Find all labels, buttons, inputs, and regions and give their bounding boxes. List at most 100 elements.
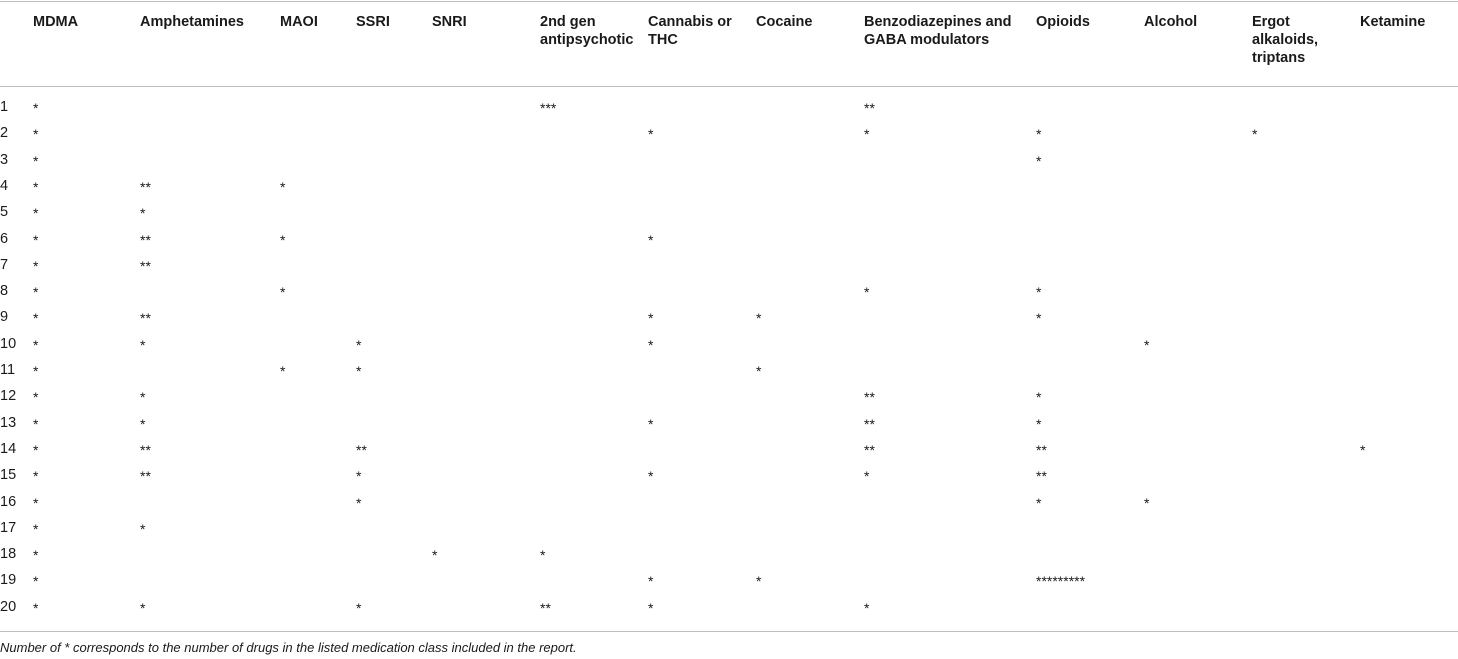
table-cell: ** [140,257,151,274]
table-cell: * [864,468,870,485]
table-cell: * [33,573,39,590]
table-footnote: Number of * corresponds to the number of… [0,640,577,655]
column-header-cannabis-thc: Cannabis or THC [648,14,732,48]
row-number: 8 [0,283,9,300]
column-header-opioids: Opioids [1036,14,1090,30]
table-cell: ** [864,441,875,458]
table-cell: * [648,599,654,616]
table-cell: * [864,599,870,616]
table-cell: * [33,389,39,406]
table-cell: * [33,310,39,327]
table-cell: ** [140,310,151,327]
table-cell: * [1036,415,1042,432]
table-cell: * [33,231,39,248]
column-header-snri: SNRI [432,14,467,30]
table-cell: * [540,547,546,564]
row-number: 1 [0,99,9,115]
table-cell: ********* [1036,573,1086,590]
row-number: 18 [0,546,17,563]
table-cell: * [33,126,39,143]
table-cell: * [33,152,39,169]
column-header-ergot-triptans: Ergot alkaloids, triptans [1252,14,1319,66]
row-number: 19 [0,572,17,589]
table-cell: * [280,178,286,195]
table-cell: * [1252,126,1258,143]
table-cell: * [140,599,146,616]
row-number: 15 [0,467,17,484]
table-cell: * [756,573,762,590]
row-number: 2 [0,125,9,142]
table-cell: ** [864,100,875,116]
table-cell: * [1036,494,1042,511]
table-cell: * [33,284,39,301]
row-number: 11 [0,362,16,378]
table-cell: * [140,336,146,353]
table-cell: ** [864,415,875,432]
row-number: 14 [0,440,17,457]
row-number: 3 [0,151,9,168]
table-cell: * [356,363,362,379]
table-cell: ** [356,441,367,458]
table-cell: ** [140,231,151,248]
row-number: 7 [0,256,9,273]
table-cell: * [648,231,654,248]
table-cell: ** [140,441,151,458]
row-number: 9 [0,309,9,326]
table-cell: * [756,363,762,379]
row-number: 10 [0,335,17,352]
row-number: 13 [0,414,17,431]
table-cell: * [356,468,362,485]
row-number: 4 [0,177,9,194]
table-cell: * [648,126,654,143]
row-number: 12 [0,388,17,405]
table-cell: * [33,547,39,564]
table-cell: * [648,573,654,590]
table-cell: ** [140,178,151,195]
table-cell: * [33,363,39,379]
table-cell: * [33,415,39,432]
table-cell: * [864,284,870,301]
table-cell: * [864,126,870,143]
table-cell: * [280,231,286,248]
table-cell: *** [540,100,557,116]
column-header-2nd-gen-antipsychotic: 2nd gen antipsychotic [540,14,634,48]
column-header-ketamine: Ketamine [1360,14,1426,30]
table-cell: * [140,389,146,406]
table-cell: * [1036,389,1042,406]
table-cell: * [1360,441,1366,458]
table-cell: * [33,178,39,195]
table-cell: * [1036,152,1042,169]
table-cell: * [33,257,39,274]
table-cell: * [280,363,286,379]
table-cell: ** [540,599,551,616]
table-cell: * [1036,284,1042,301]
table-cell: * [648,336,654,353]
table-cell: * [280,284,286,301]
row-number: 16 [0,493,17,510]
table-cell: * [1036,126,1042,143]
table-cell: * [33,599,39,616]
table-cell: * [140,205,146,222]
table-cell: * [33,336,39,353]
table-cell: * [356,599,362,616]
table-cell: * [1036,310,1042,327]
row-number: 5 [0,204,9,221]
row-number: 6 [0,230,9,247]
table-cell: * [140,415,146,432]
column-header-maoi: MAOI [280,14,318,30]
table-bottom-rule [0,631,1458,632]
column-header-benzodiazepines-gaba: Benzodiazepines and GABA modulators [864,14,1012,48]
table-cell: * [648,468,654,485]
table-cell: * [356,336,362,353]
table-cell: * [1144,494,1150,511]
column-header-alcohol: Alcohol [1144,14,1198,30]
table-cell: * [356,494,362,511]
row-number: 20 [0,598,17,615]
table-top-rule [0,1,1458,2]
table-cell: * [648,310,654,327]
table-cell: * [756,310,762,327]
table-cell: ** [1036,468,1047,485]
table-cell: ** [140,468,151,485]
table-cell: * [1144,336,1150,353]
table-cell: * [648,415,654,432]
